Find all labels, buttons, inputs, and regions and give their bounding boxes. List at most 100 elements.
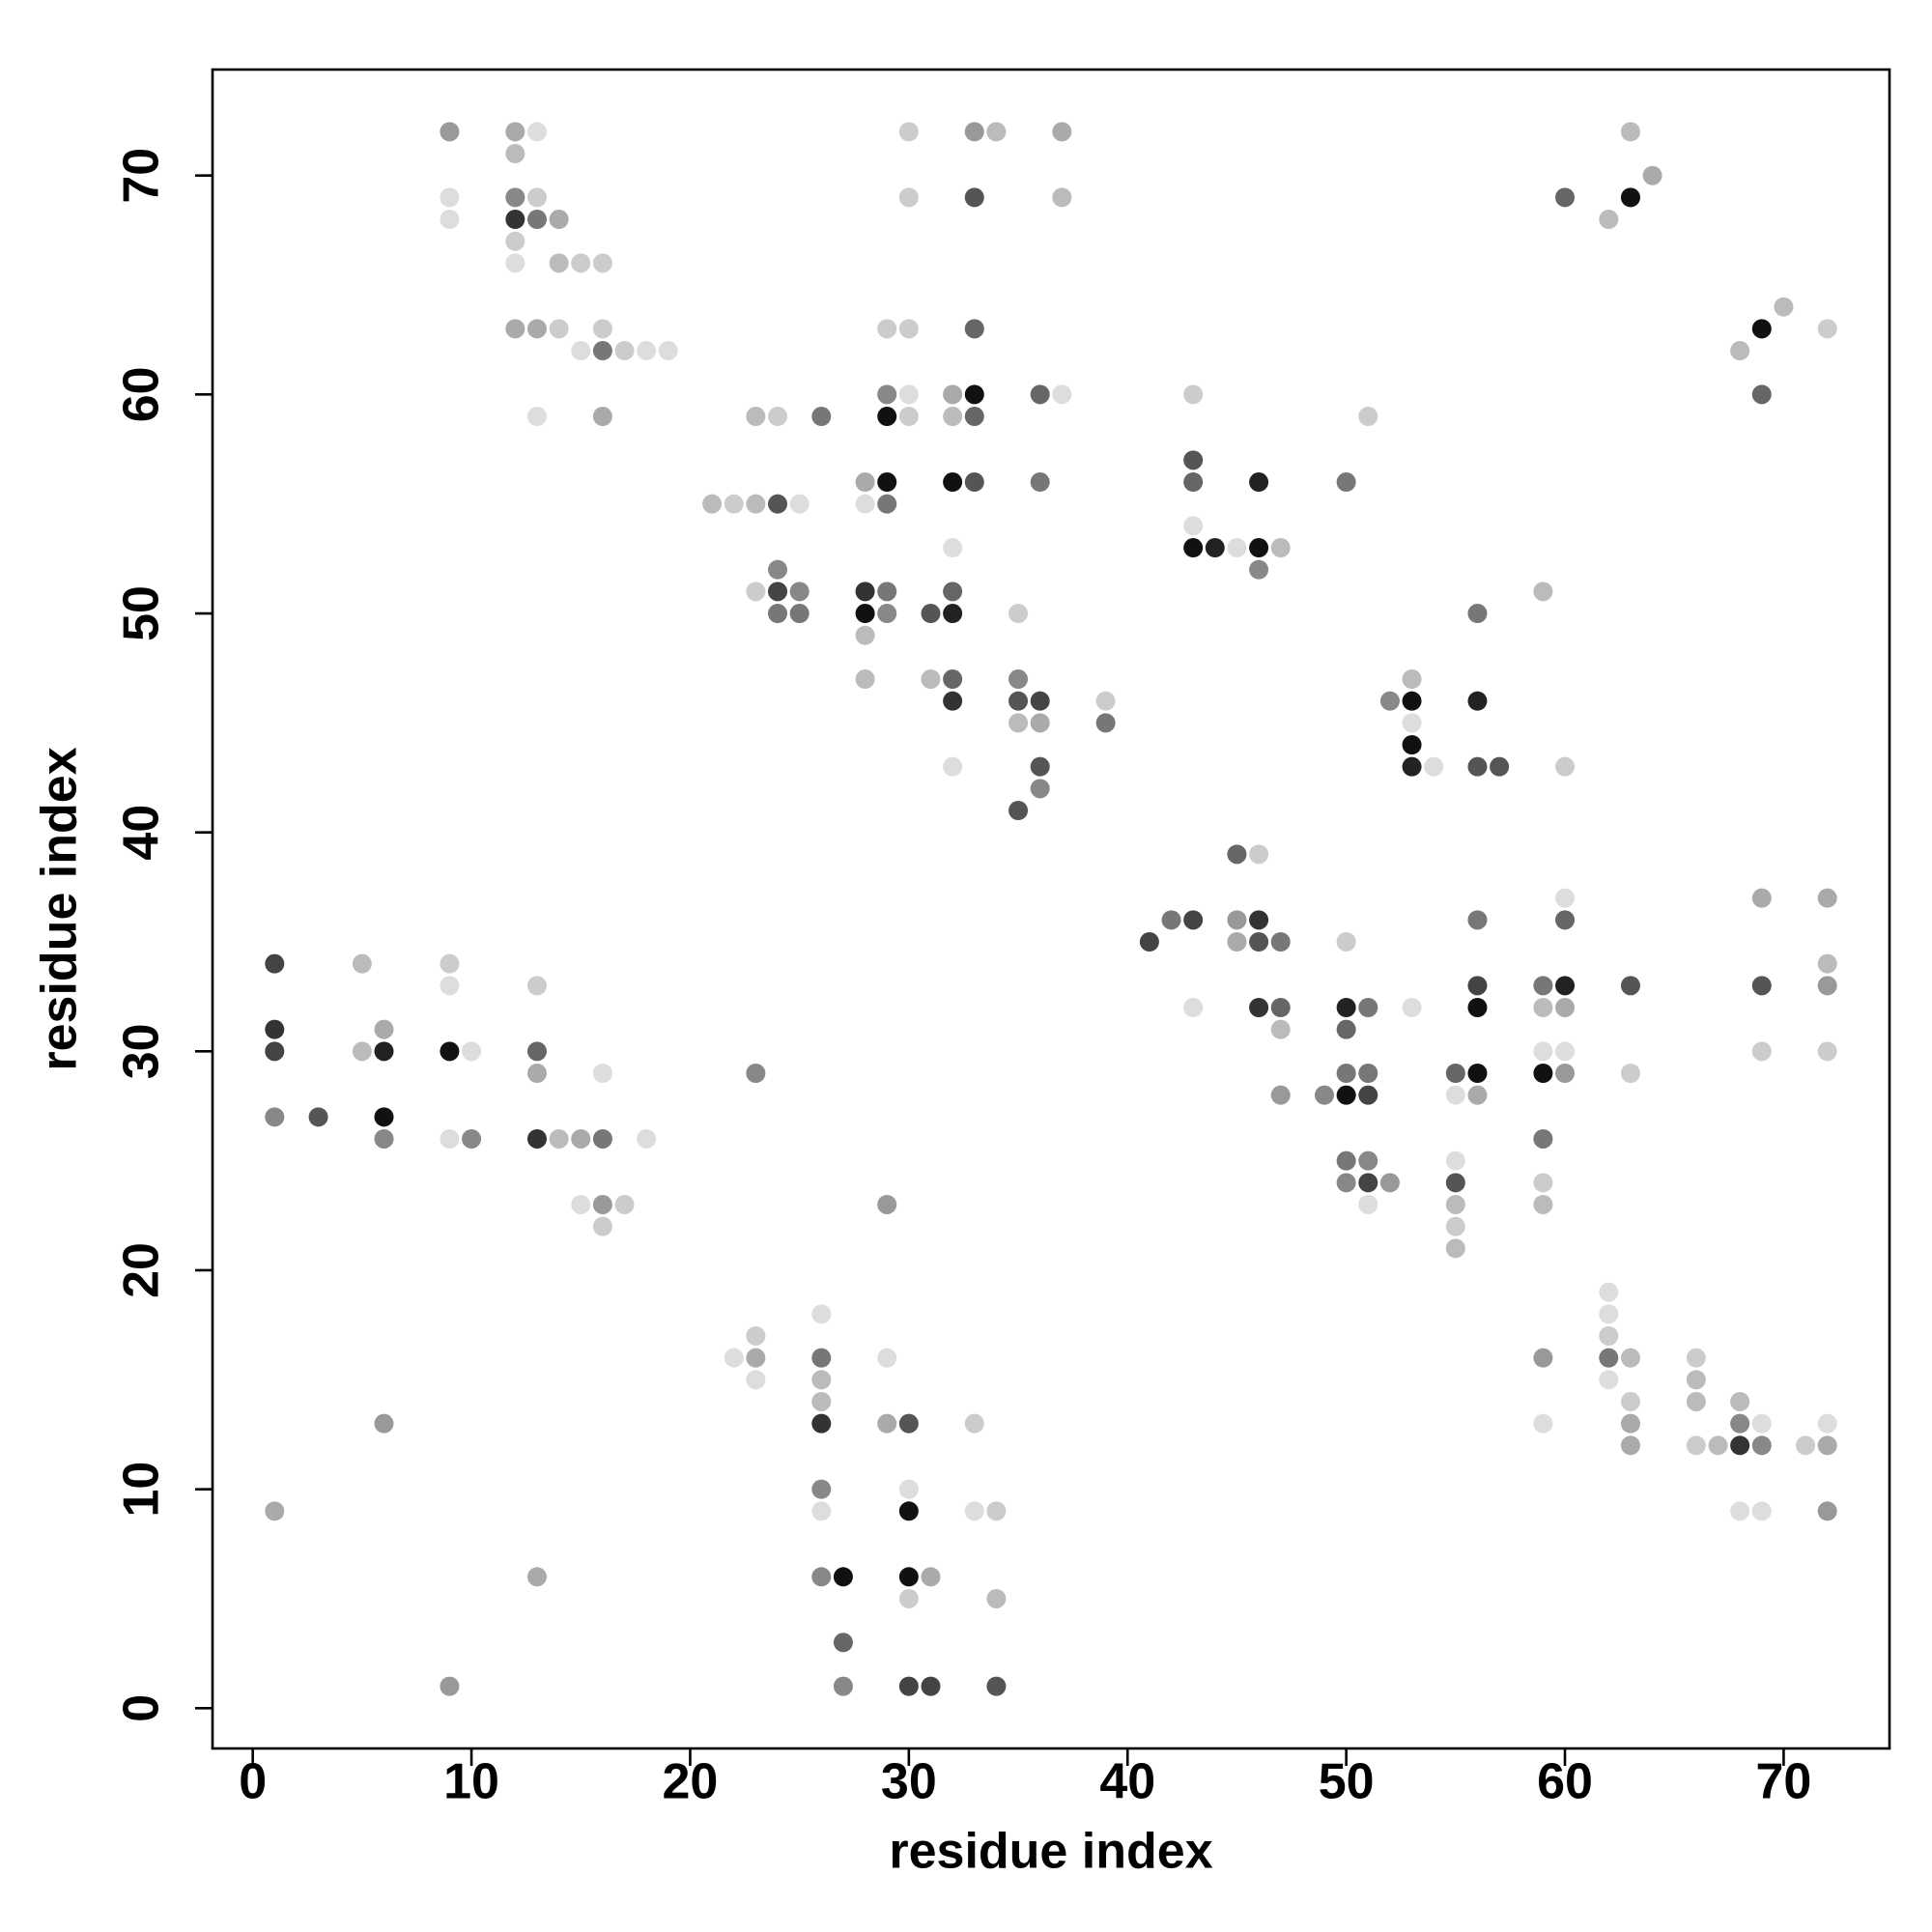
point — [789, 494, 810, 514]
point — [855, 582, 875, 602]
point — [549, 210, 569, 230]
point — [898, 1676, 919, 1696]
x-tick-label: 10 — [443, 1754, 499, 1810]
point — [1358, 997, 1378, 1017]
point — [1467, 691, 1488, 711]
point — [1599, 1348, 1619, 1368]
point — [811, 1567, 832, 1587]
point — [571, 1194, 591, 1214]
point — [1730, 341, 1750, 361]
point — [1030, 713, 1050, 733]
point — [614, 341, 635, 361]
point — [1445, 1151, 1465, 1171]
point — [877, 1194, 897, 1214]
point — [462, 1041, 482, 1062]
point — [898, 187, 919, 208]
point — [1183, 516, 1204, 536]
point — [746, 1063, 766, 1083]
point — [746, 407, 766, 427]
point — [1358, 1173, 1378, 1193]
point — [1467, 756, 1488, 777]
point — [592, 319, 612, 339]
point — [877, 494, 897, 514]
point — [811, 1370, 832, 1390]
point — [789, 582, 810, 602]
point — [1599, 210, 1619, 230]
point — [526, 319, 547, 339]
point — [1009, 691, 1029, 711]
point — [1402, 756, 1422, 777]
point — [1445, 1085, 1465, 1105]
point — [1336, 1151, 1356, 1171]
point — [943, 538, 963, 558]
point — [1620, 1435, 1640, 1456]
point — [1183, 472, 1204, 493]
point — [265, 1019, 285, 1039]
point — [943, 582, 963, 602]
point — [1030, 384, 1050, 405]
point — [986, 1501, 1007, 1521]
point — [877, 384, 897, 405]
point — [1270, 931, 1291, 952]
point — [877, 472, 897, 493]
point — [768, 604, 788, 624]
point — [1227, 844, 1247, 865]
point — [1402, 669, 1422, 690]
point — [440, 1676, 460, 1696]
point — [1817, 953, 1837, 974]
point — [592, 407, 612, 427]
point — [374, 1107, 394, 1127]
x-tick-label: 40 — [1099, 1754, 1155, 1810]
point — [768, 582, 788, 602]
y-tick-label: 60 — [114, 366, 170, 422]
point — [1227, 931, 1247, 952]
point — [1183, 910, 1204, 930]
point — [1620, 1413, 1640, 1434]
point — [1030, 691, 1050, 711]
point — [1249, 559, 1269, 580]
point — [1751, 1041, 1772, 1062]
point — [1052, 122, 1072, 142]
point — [1555, 187, 1576, 208]
point — [855, 625, 875, 645]
point — [1270, 1019, 1291, 1039]
point — [768, 494, 788, 514]
point — [1336, 472, 1356, 493]
point — [1817, 1041, 1837, 1062]
point — [898, 407, 919, 427]
point — [811, 1501, 832, 1521]
point — [1817, 1501, 1837, 1521]
point — [746, 494, 766, 514]
point — [768, 559, 788, 580]
point — [374, 1019, 394, 1039]
point — [1445, 1194, 1465, 1214]
point — [1467, 976, 1488, 996]
point — [1336, 1019, 1356, 1039]
point — [1730, 1501, 1750, 1521]
point — [943, 384, 963, 405]
point — [746, 1348, 766, 1368]
point — [1686, 1391, 1706, 1411]
point — [943, 604, 963, 624]
point — [811, 1391, 832, 1411]
point — [637, 341, 657, 361]
point — [855, 494, 875, 514]
point — [549, 253, 569, 273]
point — [1533, 976, 1553, 996]
point — [1555, 888, 1576, 908]
point — [833, 1633, 853, 1653]
point — [1183, 450, 1204, 470]
point — [746, 582, 766, 602]
point — [1270, 997, 1291, 1017]
point — [440, 187, 460, 208]
point — [352, 1041, 372, 1062]
point — [526, 187, 547, 208]
point — [352, 953, 372, 974]
point — [964, 1413, 984, 1434]
point — [1402, 997, 1422, 1017]
point — [1686, 1348, 1706, 1368]
point — [1533, 1173, 1553, 1193]
point — [505, 187, 526, 208]
point — [505, 253, 526, 273]
point — [768, 407, 788, 427]
